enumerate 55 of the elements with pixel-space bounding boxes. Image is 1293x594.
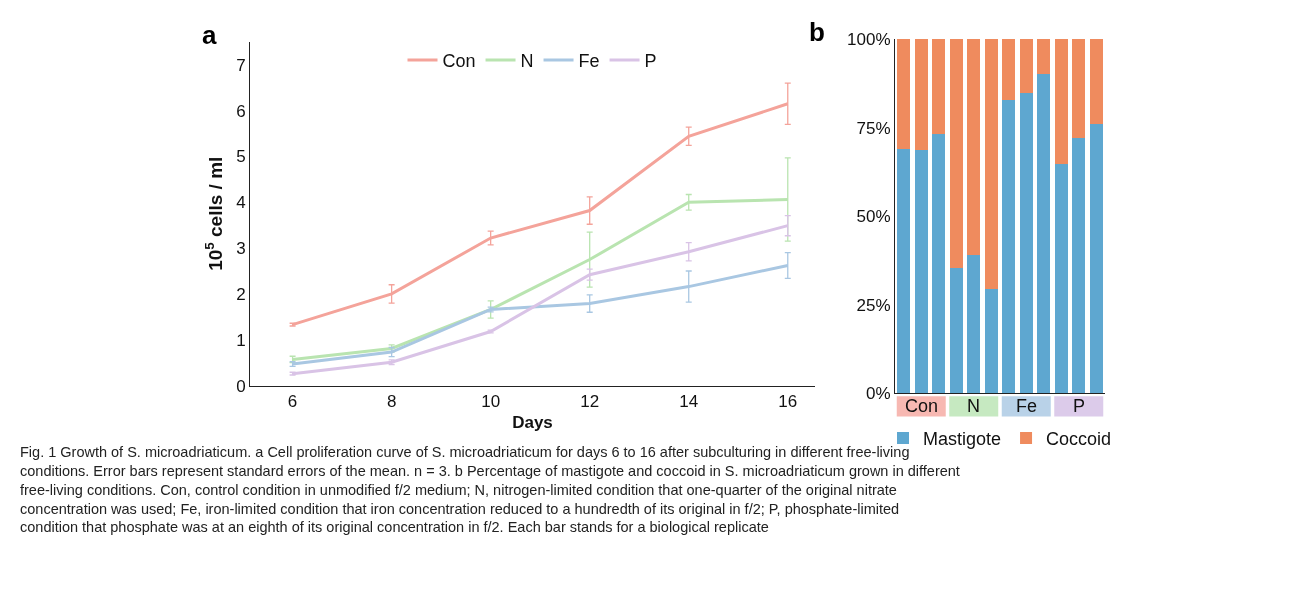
bar — [1037, 74, 1051, 394]
bar — [1019, 39, 1033, 94]
text: N — [967, 396, 980, 416]
y-tick-label: 25% — [856, 295, 891, 315]
chart-title: b — [809, 17, 825, 47]
bar — [984, 39, 998, 290]
text: Fe — [1016, 396, 1038, 416]
bar — [1072, 138, 1086, 394]
x-tick-label: 14 — [679, 391, 699, 411]
x-tick-label: 6 — [287, 391, 298, 411]
y-tick-label: 0% — [866, 384, 891, 404]
y-tick-label: 1 — [236, 330, 246, 350]
y-tick-label: 5 — [236, 147, 246, 167]
bar — [1089, 39, 1103, 125]
bar — [949, 39, 963, 268]
bar — [1037, 39, 1051, 75]
bar — [897, 149, 911, 394]
x-tick-label: 8 — [386, 391, 397, 411]
bar — [949, 267, 963, 394]
y-tick-label: 7 — [236, 55, 246, 75]
y-tick-label: 75% — [856, 118, 891, 138]
bar — [932, 39, 946, 135]
y-tick-label: 0 — [236, 376, 246, 396]
legend-label: Fe — [578, 51, 600, 72]
y-tick-label: 100% — [847, 29, 891, 49]
bar — [1002, 99, 1016, 394]
legend-label: Con — [442, 51, 476, 72]
x-tick-label: 10 — [481, 391, 501, 411]
legend-label: N — [520, 51, 534, 72]
bar — [897, 39, 911, 150]
bar — [1072, 39, 1086, 139]
bar — [967, 39, 981, 255]
x-tick-label: 12 — [580, 391, 600, 411]
bar — [1054, 164, 1068, 394]
bar — [914, 39, 928, 151]
text: Con — [905, 396, 939, 416]
bar — [932, 134, 946, 394]
bar — [1019, 93, 1033, 394]
bar — [967, 254, 981, 394]
text: P — [1073, 396, 1086, 416]
legend-label: Coccoid — [1046, 429, 1112, 450]
bar — [1054, 39, 1068, 165]
bar — [914, 150, 928, 394]
y-tick-label: 2 — [236, 284, 246, 304]
legend-label: P — [644, 51, 657, 72]
y-tick-label: 6 — [236, 101, 246, 121]
x-axis-title: Days — [512, 413, 553, 433]
bar — [1002, 39, 1016, 100]
bar — [1089, 124, 1103, 394]
bar — [984, 289, 998, 394]
y-tick-label: 50% — [856, 207, 891, 227]
x-tick-label: 16 — [778, 391, 798, 411]
y-tick-label: 3 — [236, 239, 246, 259]
y-tick-label: 4 — [236, 193, 246, 213]
chart-title: a — [202, 20, 217, 50]
